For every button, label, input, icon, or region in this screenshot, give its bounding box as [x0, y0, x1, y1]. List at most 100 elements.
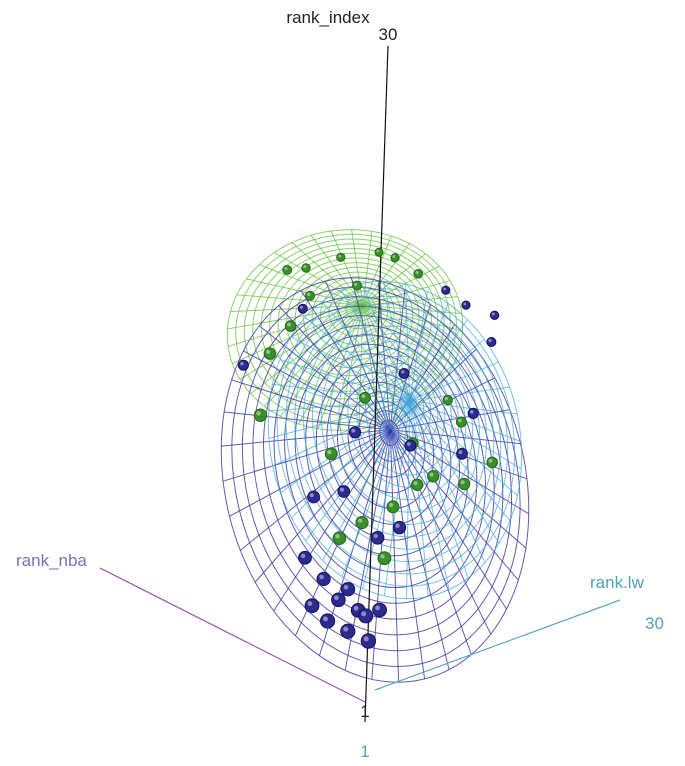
point-highlight [287, 322, 291, 327]
blue-ellipsoid-meridian [389, 429, 450, 670]
green-data-point [253, 408, 268, 422]
green-ellipsoid-meridian [230, 304, 363, 313]
teal-ellipsoid-meridian [409, 400, 522, 470]
green-ellipsoid-meridian [362, 231, 373, 306]
green-data-point [413, 269, 424, 279]
teal-ellipsoid-meridian [382, 281, 411, 401]
point-highlight [389, 502, 394, 508]
teal-ellipsoid-meridian [406, 400, 411, 599]
blue-data-point [237, 359, 249, 371]
point-highlight [460, 480, 465, 485]
point-highlight [309, 493, 314, 498]
blue-ellipsoid-meridian [324, 280, 391, 430]
teal-ellipsoid-meridian [409, 400, 500, 544]
blue-ellipsoid-meridian [254, 429, 391, 583]
blue-ellipsoid-meridian [239, 429, 391, 551]
green-data-point [386, 500, 400, 514]
blue-data-point [298, 550, 312, 565]
point-highlight [303, 265, 307, 269]
blue-ellipsoid-meridian [390, 377, 496, 431]
point-highlight [319, 574, 324, 580]
x-axis-tick-min: 1 [360, 742, 369, 761]
blue-data-point [340, 623, 356, 639]
green-ellipsoid-meridian [250, 304, 364, 395]
blue-data-point [489, 310, 500, 320]
point-highlight [339, 487, 345, 492]
blue-ellipsoid-meridian [389, 348, 477, 431]
green-data-point [355, 515, 369, 530]
point-highlight [354, 282, 358, 286]
green-data-point [324, 447, 338, 461]
blue-data-point [404, 439, 417, 452]
point-highlight [256, 411, 261, 416]
green-data-point [352, 280, 362, 291]
point-highlight [395, 523, 400, 528]
point-highlight [361, 611, 367, 617]
point-layer [237, 247, 500, 649]
blue-data-point [461, 300, 471, 310]
point-highlight [335, 534, 340, 539]
green-ellipsoid-meridian [362, 243, 410, 306]
blue-data-point [372, 602, 388, 618]
blue-data-point [340, 582, 356, 597]
green-data-point [304, 290, 316, 301]
point-highlight [429, 472, 434, 477]
teal-ellipsoid-meridian [272, 383, 410, 402]
y-axis-tick-max: 30 [645, 614, 664, 633]
green-data-point [427, 470, 440, 483]
x-axis-title: rank_nba [16, 551, 87, 570]
teal-ellipsoid-meridian [409, 400, 429, 597]
teal-ellipsoid-meridian [409, 400, 518, 415]
teal-ellipsoid-meridian [268, 400, 410, 439]
blue-data-point [486, 337, 497, 347]
blue-data-point [360, 633, 377, 649]
blue-data-point [320, 613, 336, 629]
blue-data-point [337, 485, 351, 498]
green-data-point [377, 551, 392, 566]
teal-ellipsoid-meridian [361, 283, 411, 402]
blue-ellipsoid-meridian [278, 305, 391, 431]
z-axis-tick-max: 30 [379, 25, 398, 44]
blue-ellipsoid-meridian [231, 379, 391, 431]
point-highlight [307, 292, 311, 296]
blue-ellipsoid-meridian [389, 429, 472, 655]
point-highlight [300, 553, 306, 559]
blue-ellipsoid-meridian [229, 429, 391, 517]
point-highlight [299, 305, 303, 309]
green-data-point [301, 263, 311, 273]
point-highlight [458, 450, 463, 455]
green-data-point [374, 247, 384, 257]
point-highlight [376, 249, 380, 253]
point-highlight [358, 518, 363, 523]
green-ellipsoid-meridian [362, 280, 451, 306]
green-data-point [486, 456, 499, 469]
point-highlight [351, 428, 356, 433]
teal-ellipsoid-meridian [409, 291, 428, 401]
green-data-point [442, 394, 453, 406]
point-highlight [401, 370, 405, 374]
teal-ellipsoid-meridian [409, 386, 510, 402]
green-ellipsoid-meridian [264, 304, 364, 407]
teal-ellipsoid-meridian [409, 319, 468, 402]
point-highlight [240, 362, 244, 366]
point-highlight [469, 410, 474, 414]
point-highlight [323, 616, 328, 622]
point-highlight [334, 595, 339, 601]
x-axis-line [99, 567, 366, 703]
green-data-point [336, 252, 346, 262]
teal-ellipsoid-meridian [290, 336, 410, 402]
point-highlight [307, 601, 313, 606]
teal-ellipsoid-meridian [409, 400, 486, 563]
blue-ellipsoid-meridian [221, 429, 391, 447]
point-highlight [363, 636, 369, 642]
point-highlight [353, 605, 359, 611]
blue-ellipsoid-meridian [224, 411, 391, 431]
teal-ellipsoid-meridian [304, 317, 411, 402]
blue-data-point [456, 447, 468, 460]
green-ellipsoid-meridian [351, 229, 364, 306]
teal-ellipsoid-meridian [272, 400, 410, 467]
point-highlight [361, 394, 366, 399]
blue-data-point [316, 571, 331, 587]
point-highlight [327, 450, 332, 455]
green-data-point [263, 347, 276, 360]
